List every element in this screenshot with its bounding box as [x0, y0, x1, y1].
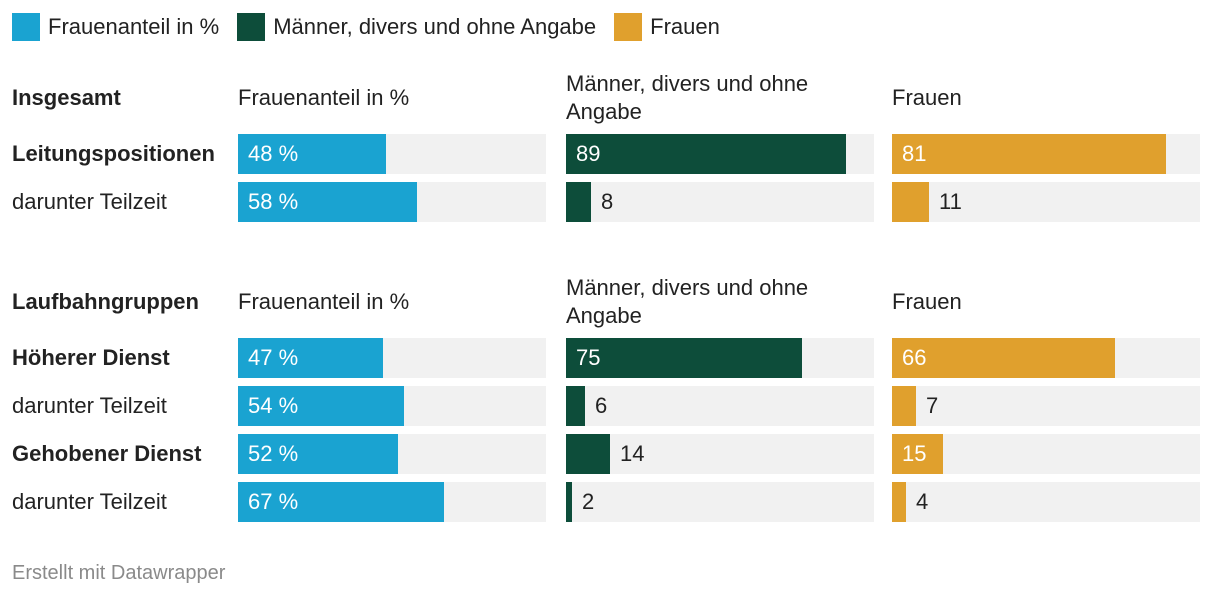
bar-track-men: 6	[566, 386, 874, 426]
column-header-share: Frauenanteil in %	[238, 289, 410, 314]
row-label: Gehobener Dienst	[12, 441, 202, 466]
column-header-women: Frauen	[892, 85, 962, 110]
value-label-men: 75	[576, 345, 601, 370]
bar-share	[238, 338, 383, 378]
bar-men	[566, 182, 591, 222]
bar-track-men: 89	[566, 134, 874, 174]
bar-track-men: 14	[566, 434, 874, 474]
bar-track-women: 11	[892, 182, 1200, 222]
bar-share	[238, 182, 417, 222]
value-label-share: 47 %	[248, 345, 299, 370]
value-label-share: 52 %	[248, 441, 299, 466]
value-label-women: 15	[902, 441, 927, 466]
table-row: darunter Teilzeit 58 % 8 11	[0, 182, 1220, 222]
legend-item-share: Frauenanteil in %	[12, 13, 219, 41]
value-label-men: 6	[595, 393, 608, 418]
legend: Frauenanteil in % Männer, divers und ohn…	[12, 12, 738, 42]
bar-share	[238, 134, 386, 174]
section-title: Insgesamt	[12, 85, 121, 110]
bar-share	[238, 386, 404, 426]
row-label: darunter Teilzeit	[12, 489, 167, 514]
legend-item-men: Männer, divers und ohne Angabe	[237, 13, 596, 41]
value-label-share: 58 %	[248, 189, 299, 214]
bar-women	[892, 182, 929, 222]
bar-track-women: 81	[892, 134, 1200, 174]
value-label-men: 14	[620, 441, 645, 466]
column-header-share: Frauenanteil in %	[238, 85, 410, 110]
bar-men	[566, 482, 572, 522]
value-label-women: 7	[926, 393, 939, 418]
bar-track-share: 52 %	[238, 434, 546, 474]
value-label-men: 8	[601, 189, 614, 214]
table-row: Gehobener Dienst 52 % 14 15	[0, 434, 1220, 474]
legend-label-share: Frauenanteil in %	[48, 14, 220, 39]
legend-swatch-share	[12, 13, 40, 41]
table-row: Leitungspositionen 48 % 89 81	[0, 134, 1220, 174]
value-label-women: 11	[939, 189, 962, 214]
value-label-share: 48 %	[248, 141, 299, 166]
section-header: Insgesamt Frauenanteil in % Männer, divers…	[0, 68, 1220, 128]
bar-track-men: 2	[566, 482, 874, 522]
value-label-men: 89	[576, 141, 601, 166]
bar-women	[892, 434, 943, 474]
legend-swatch-men	[237, 13, 266, 41]
bar-track-share: 54 %	[238, 386, 546, 426]
table-row: darunter Teilzeit 54 % 6 7	[0, 386, 1220, 426]
column-header-women: Frauen	[892, 289, 962, 314]
row-label: Leitungspositionen	[12, 141, 215, 166]
bar-women	[892, 386, 916, 426]
bar-track-share: 58 %	[238, 182, 546, 222]
row-label: darunter Teilzeit	[12, 393, 167, 418]
bar-share	[238, 434, 398, 474]
bar-men	[566, 338, 802, 378]
section-title: Laufbahngruppen	[12, 289, 199, 314]
bar-women	[892, 134, 1166, 174]
bar-track-women: 15	[892, 434, 1200, 474]
bar-women	[892, 482, 906, 522]
value-label-share: 54 %	[248, 393, 299, 418]
bar-track-share: 48 %	[238, 134, 546, 174]
column-header-men: Männer, divers und ohne Angabe	[566, 71, 809, 124]
table-row: darunter Teilzeit 67 % 2 4	[0, 482, 1220, 522]
bar-men	[566, 386, 585, 426]
section-header: Laufbahngruppen Frauenanteil in % Männer, …	[0, 272, 1220, 332]
bar-men	[566, 434, 610, 474]
value-label-women: 66	[902, 345, 927, 370]
bar-share	[238, 482, 444, 522]
bar-track-share: 47 %	[238, 338, 546, 378]
bar-track-women: 7	[892, 386, 1200, 426]
value-label-women: 81	[902, 141, 927, 166]
legend-label-men: Männer, divers und ohne Angabe	[273, 14, 597, 39]
value-label-women: 4	[916, 489, 929, 514]
bar-women	[892, 338, 1115, 378]
legend-label-women: Frauen	[650, 14, 720, 39]
table-row: Höherer Dienst 47 % 75 66	[0, 338, 1220, 378]
value-label-men: 2	[582, 489, 595, 514]
value-label-share: 67 %	[248, 489, 299, 514]
bar-men	[566, 134, 846, 174]
row-label: Höherer Dienst	[12, 345, 170, 370]
bar-track-women: 4	[892, 482, 1200, 522]
bar-track-share: 67 %	[238, 482, 546, 522]
row-label: darunter Teilzeit	[12, 189, 167, 214]
bar-track-men: 75	[566, 338, 874, 378]
legend-item-women: Frauen	[614, 13, 720, 41]
legend-swatch-women	[614, 13, 643, 41]
bar-track-women: 66	[892, 338, 1200, 378]
bar-track-men: 8	[566, 182, 874, 222]
column-header-men: Männer, divers und ohne Angabe	[566, 275, 809, 328]
credit-footer: Erstellt mit Datawrapper	[12, 562, 226, 584]
